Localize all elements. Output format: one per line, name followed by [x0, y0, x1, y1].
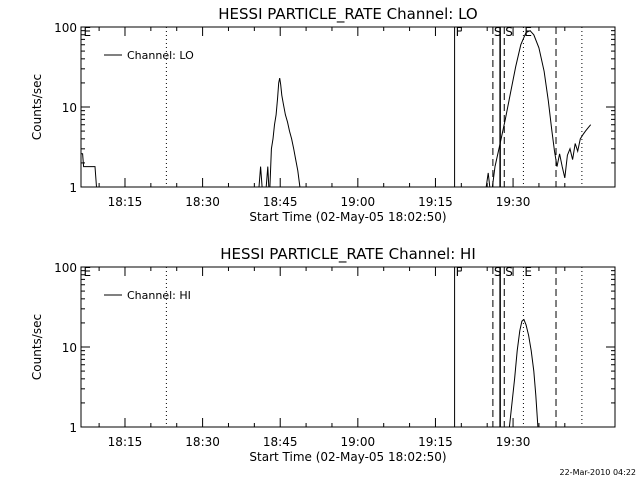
chart-panel-1: HESSI PARTICLE_RATE Channel: LO 1 10 100 18:… [30, 5, 616, 224]
series-line [265, 166, 270, 188]
series-line [258, 166, 263, 188]
y-tick-label: 10 [62, 101, 77, 115]
series-line [269, 77, 301, 188]
x-tick-label: 18:45 [263, 195, 298, 209]
y-tick-label: 100 [54, 261, 77, 275]
legend-label: Channel: HI [127, 289, 191, 302]
y-tick-label: 1 [69, 181, 77, 195]
y-axis-label: Counts/sec [30, 314, 44, 380]
y-tick-label: 1 [69, 421, 77, 435]
series-line [491, 30, 592, 188]
x-tick-label: 18:30 [185, 195, 220, 209]
timestamp-footer: 22-Mar-2010 04:22 [560, 468, 637, 477]
x-tick-label: 18:30 [185, 435, 220, 449]
x-axis-label: Start Time (02-May-05 18:02:50) [249, 450, 446, 464]
y-tick-label: 10 [62, 341, 77, 355]
x-tick-label: 18:15 [108, 435, 143, 449]
event-marker-label: F [456, 25, 463, 39]
y-axis-label: Counts/sec [30, 74, 44, 140]
x-tick-label: 19:00 [341, 435, 376, 449]
x-axis-label: Start Time (02-May-05 18:02:50) [249, 210, 446, 224]
series-line [508, 318, 539, 428]
event-marker-label: S [505, 25, 513, 39]
series-line [485, 172, 491, 188]
event-marker-label: E [84, 265, 92, 279]
chart-panel-2: HESSI PARTICLE_RATE Channel: HI 1 10 100 18:… [30, 245, 616, 464]
x-tick-label: 19:15 [418, 195, 453, 209]
y-tick-label: 100 [54, 21, 77, 35]
x-tick-label: 19:15 [418, 435, 453, 449]
event-marker-label: S [494, 265, 502, 279]
event-marker-label: S [494, 25, 502, 39]
chart-title: HESSI PARTICLE_RATE Channel: LO [218, 5, 477, 24]
chart-title: HESSI PARTICLE_RATE Channel: HI [220, 245, 476, 264]
series-line [81, 153, 97, 188]
x-tick-label: 18:15 [108, 195, 143, 209]
x-tick-label: 19:00 [341, 195, 376, 209]
event-marker-label: E [84, 25, 92, 39]
event-marker-label: E [524, 265, 532, 279]
x-tick-label: 19:30 [496, 435, 531, 449]
event-marker-label: F [456, 265, 463, 279]
x-tick-label: 19:30 [496, 195, 531, 209]
legend-label: Channel: LO [127, 49, 194, 62]
event-marker-label: S [505, 265, 513, 279]
x-tick-label: 18:45 [263, 435, 298, 449]
